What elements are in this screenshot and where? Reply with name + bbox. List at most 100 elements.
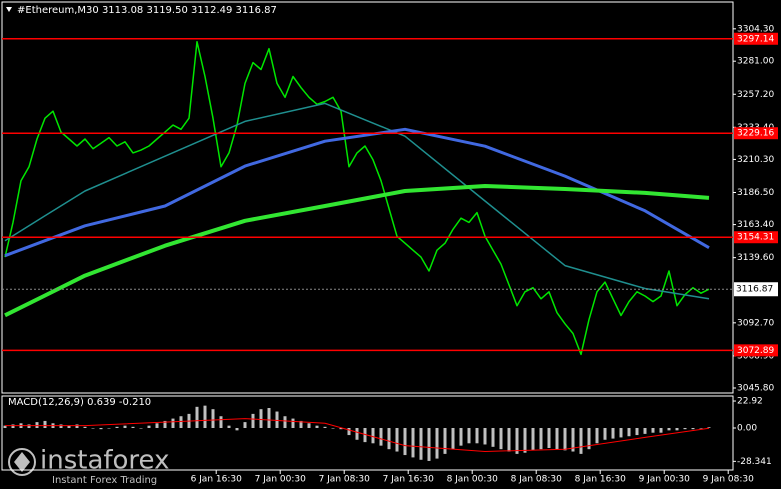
macd-bar [459, 428, 463, 446]
logo-tagline: Instant Forex Trading [52, 475, 157, 486]
level-label: 3297.14 [737, 34, 774, 44]
macd-bar [11, 424, 15, 428]
macd-bar [499, 428, 503, 450]
macd-bar [43, 420, 47, 428]
y-tick-label: 3210.30 [737, 155, 774, 165]
x-tick-label: 8 Jan 16:30 [575, 475, 627, 485]
menu-arrow [6, 7, 12, 12]
logo-icon-shape [14, 452, 30, 472]
macd-bar [539, 428, 543, 450]
macd-bar [515, 428, 519, 454]
macd-bar [211, 409, 215, 428]
last-price-bg [734, 282, 778, 297]
macd-bar [291, 418, 295, 428]
macd-bar [347, 428, 351, 436]
macd-bar [443, 428, 447, 454]
macd-bar [123, 425, 127, 428]
macd-bar [643, 428, 647, 434]
macd-bar [195, 406, 199, 428]
macd-bar [339, 428, 343, 430]
macd-bar [467, 428, 471, 444]
price-line [4, 40, 710, 356]
macd-bar [691, 428, 695, 430]
macd-bar [475, 428, 479, 444]
logo-name: instaforex [40, 446, 169, 476]
macd-bar [67, 425, 71, 428]
macd-bar [171, 418, 175, 428]
macd-bar [563, 428, 567, 451]
macd-bar [139, 428, 143, 429]
logo: instaforex Instant Forex Trading [8, 446, 169, 486]
logo-icon [8, 448, 36, 476]
x-tick-label: 7 Jan 00:30 [255, 475, 307, 485]
macd-bar [635, 428, 639, 436]
macd-bar [259, 409, 263, 428]
y-tick-label: 0.00 [737, 424, 757, 434]
x-tick-label: 8 Jan 08:30 [511, 475, 563, 485]
macd-bar [235, 428, 239, 431]
macd-bar [203, 405, 207, 428]
macd-bar [115, 426, 119, 428]
macd-bar [667, 428, 671, 431]
macd-bar [179, 416, 183, 428]
y-tick-label: 3139.60 [737, 253, 774, 263]
macd-bar [579, 428, 583, 454]
macd-bar [507, 428, 511, 452]
macd-bar [531, 428, 535, 451]
x-tick-label: 6 Jan 16:30 [191, 475, 243, 485]
macd-frame [1, 395, 734, 471]
x-tick-label: 7 Jan 16:30 [383, 475, 435, 485]
level-label-bg [734, 344, 778, 357]
macd-bar [651, 428, 655, 433]
macd-bar [547, 428, 551, 448]
macd-bar [363, 428, 367, 443]
y-tick-label: 22.92 [737, 397, 763, 407]
macd-bar [571, 428, 575, 452]
macd-bar [611, 428, 615, 439]
x-tick-label: 7 Jan 08:30 [319, 475, 371, 485]
macd-bar [371, 428, 375, 444]
y-tick-label: 3281.00 [737, 57, 774, 67]
macd-bar [323, 426, 327, 428]
macd-bar [163, 420, 167, 428]
macd-bar [219, 416, 223, 428]
macd-bar [707, 427, 711, 428]
price-line [4, 102, 710, 300]
level-label-bg [734, 231, 778, 244]
main-frame [1, 1, 734, 394]
y-tick-label: 3068.90 [737, 351, 774, 361]
macd-bar [131, 426, 135, 428]
macd-bar [523, 428, 527, 453]
macd-bar [451, 428, 455, 450]
macd-bar [147, 425, 151, 428]
plot: 3304.303281.003257.203233.403210.303186.… [2, 24, 778, 485]
macd-bar [675, 428, 679, 431]
macd-bar [587, 428, 591, 450]
macd-bar [283, 416, 287, 428]
macd-bar [307, 423, 311, 428]
macd-bar [35, 422, 39, 428]
level-label: 3154.31 [737, 233, 774, 243]
macd-bar [395, 428, 399, 452]
macd-bar [99, 428, 103, 430]
macd-bar [83, 426, 87, 428]
macd-bar [227, 425, 231, 428]
level-label: 3072.89 [737, 346, 774, 356]
macd-bar [379, 428, 383, 446]
macd-bar [603, 428, 607, 440]
macd-bar [107, 428, 111, 429]
macd-bar [659, 428, 663, 433]
x-tick-label: 8 Jan 00:30 [447, 475, 499, 485]
macd-bar [483, 428, 487, 445]
y-tick-label: 3257.20 [737, 90, 774, 100]
macd-bar [427, 428, 431, 461]
macd-bar [683, 428, 687, 430]
x-tick-label: 9 Jan 08:30 [703, 475, 755, 485]
macd-bar [331, 428, 335, 429]
y-tick-label: -28.341 [737, 457, 772, 467]
macd-bar [403, 428, 407, 456]
macd-bar [555, 428, 559, 450]
macd-bar [411, 428, 415, 458]
